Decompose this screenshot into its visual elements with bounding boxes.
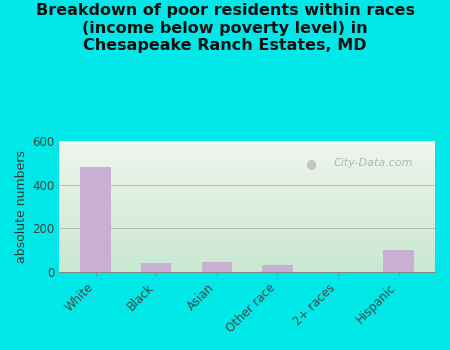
Y-axis label: absolute numbers: absolute numbers bbox=[15, 150, 28, 263]
Text: ●: ● bbox=[306, 156, 316, 170]
Bar bbox=[141, 263, 171, 272]
Bar bbox=[202, 262, 232, 272]
Text: Breakdown of poor residents within races
(income below poverty level) in
Chesape: Breakdown of poor residents within races… bbox=[36, 4, 414, 53]
Text: City-Data.com: City-Data.com bbox=[333, 158, 413, 168]
Bar bbox=[262, 265, 292, 272]
Bar bbox=[383, 250, 414, 272]
Bar bbox=[81, 167, 111, 272]
